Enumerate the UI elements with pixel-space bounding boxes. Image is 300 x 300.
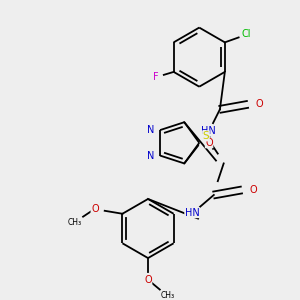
Text: Cl: Cl xyxy=(242,29,251,40)
Text: O: O xyxy=(144,275,152,285)
Text: O: O xyxy=(91,204,99,214)
Text: HN: HN xyxy=(185,208,200,218)
Text: N: N xyxy=(146,151,154,160)
Text: N: N xyxy=(146,125,154,135)
Text: HN: HN xyxy=(201,126,215,136)
Text: CH₃: CH₃ xyxy=(161,291,175,300)
Text: O: O xyxy=(256,99,263,110)
Text: O: O xyxy=(205,138,213,148)
Text: O: O xyxy=(249,185,257,195)
Text: F: F xyxy=(153,72,159,82)
Text: S: S xyxy=(202,131,209,141)
Text: CH₃: CH₃ xyxy=(68,218,82,227)
